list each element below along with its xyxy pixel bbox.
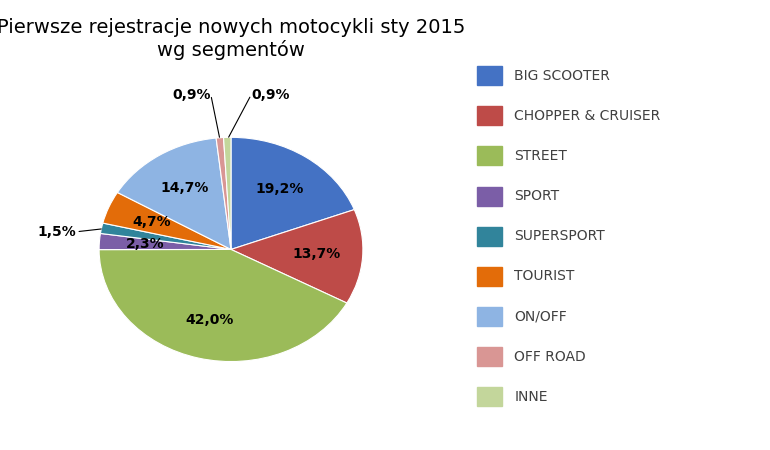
Wedge shape	[103, 193, 231, 249]
Text: INNE: INNE	[514, 390, 548, 404]
Text: 42,0%: 42,0%	[186, 313, 234, 327]
Text: 14,7%: 14,7%	[160, 181, 209, 195]
Text: BIG SCOOTER: BIG SCOOTER	[514, 68, 611, 83]
Bar	[477, 387, 502, 406]
Text: 0,9%: 0,9%	[251, 88, 290, 102]
Text: 4,7%: 4,7%	[132, 215, 171, 229]
Text: 0,9%: 0,9%	[172, 88, 211, 102]
Wedge shape	[99, 234, 231, 250]
Text: 2,3%: 2,3%	[126, 237, 165, 251]
Text: 13,7%: 13,7%	[293, 248, 340, 261]
Wedge shape	[99, 249, 346, 361]
Text: OFF ROAD: OFF ROAD	[514, 350, 586, 364]
Bar	[477, 227, 502, 246]
Text: 19,2%: 19,2%	[256, 182, 304, 197]
Wedge shape	[117, 138, 231, 249]
Bar	[477, 146, 502, 166]
Bar	[477, 307, 502, 326]
Bar	[477, 186, 502, 206]
Wedge shape	[216, 138, 231, 249]
Bar	[477, 106, 502, 125]
Wedge shape	[231, 210, 363, 303]
Wedge shape	[223, 137, 231, 249]
Wedge shape	[100, 223, 231, 249]
Bar	[477, 267, 502, 286]
Bar	[477, 66, 502, 85]
Text: ON/OFF: ON/OFF	[514, 310, 567, 324]
Text: CHOPPER & CRUISER: CHOPPER & CRUISER	[514, 109, 661, 123]
Text: TOURIST: TOURIST	[514, 270, 574, 284]
Bar	[477, 347, 502, 366]
Text: STREET: STREET	[514, 149, 567, 163]
Wedge shape	[231, 137, 354, 249]
Text: SPORT: SPORT	[514, 189, 560, 203]
Text: SUPERSPORT: SUPERSPORT	[514, 229, 605, 243]
Text: Pierwsze rejestracje nowych motocykli sty 2015
wg segmentów: Pierwsze rejestracje nowych motocykli st…	[0, 18, 465, 60]
Text: 1,5%: 1,5%	[38, 225, 76, 239]
